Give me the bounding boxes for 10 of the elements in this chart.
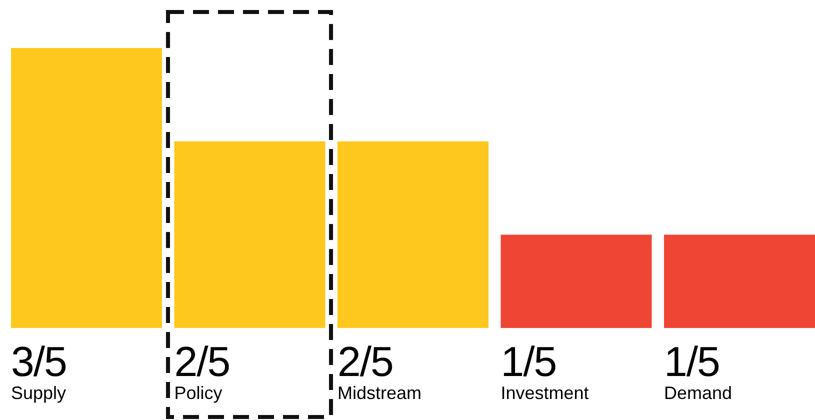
- x-tick-label: Supply: [11, 383, 66, 403]
- x-tick-label: Midstream: [337, 383, 422, 403]
- x-tick-label: Policy: [174, 383, 222, 403]
- data-label: 3/5: [11, 338, 66, 385]
- data-label: 2/5: [174, 338, 230, 385]
- x-tick-label: Demand: [664, 383, 732, 403]
- data-label: 1/5: [500, 338, 556, 385]
- x-tick-label: Investment: [500, 383, 589, 403]
- data-label: 2/5: [337, 338, 393, 385]
- data-label: 1/5: [664, 338, 720, 385]
